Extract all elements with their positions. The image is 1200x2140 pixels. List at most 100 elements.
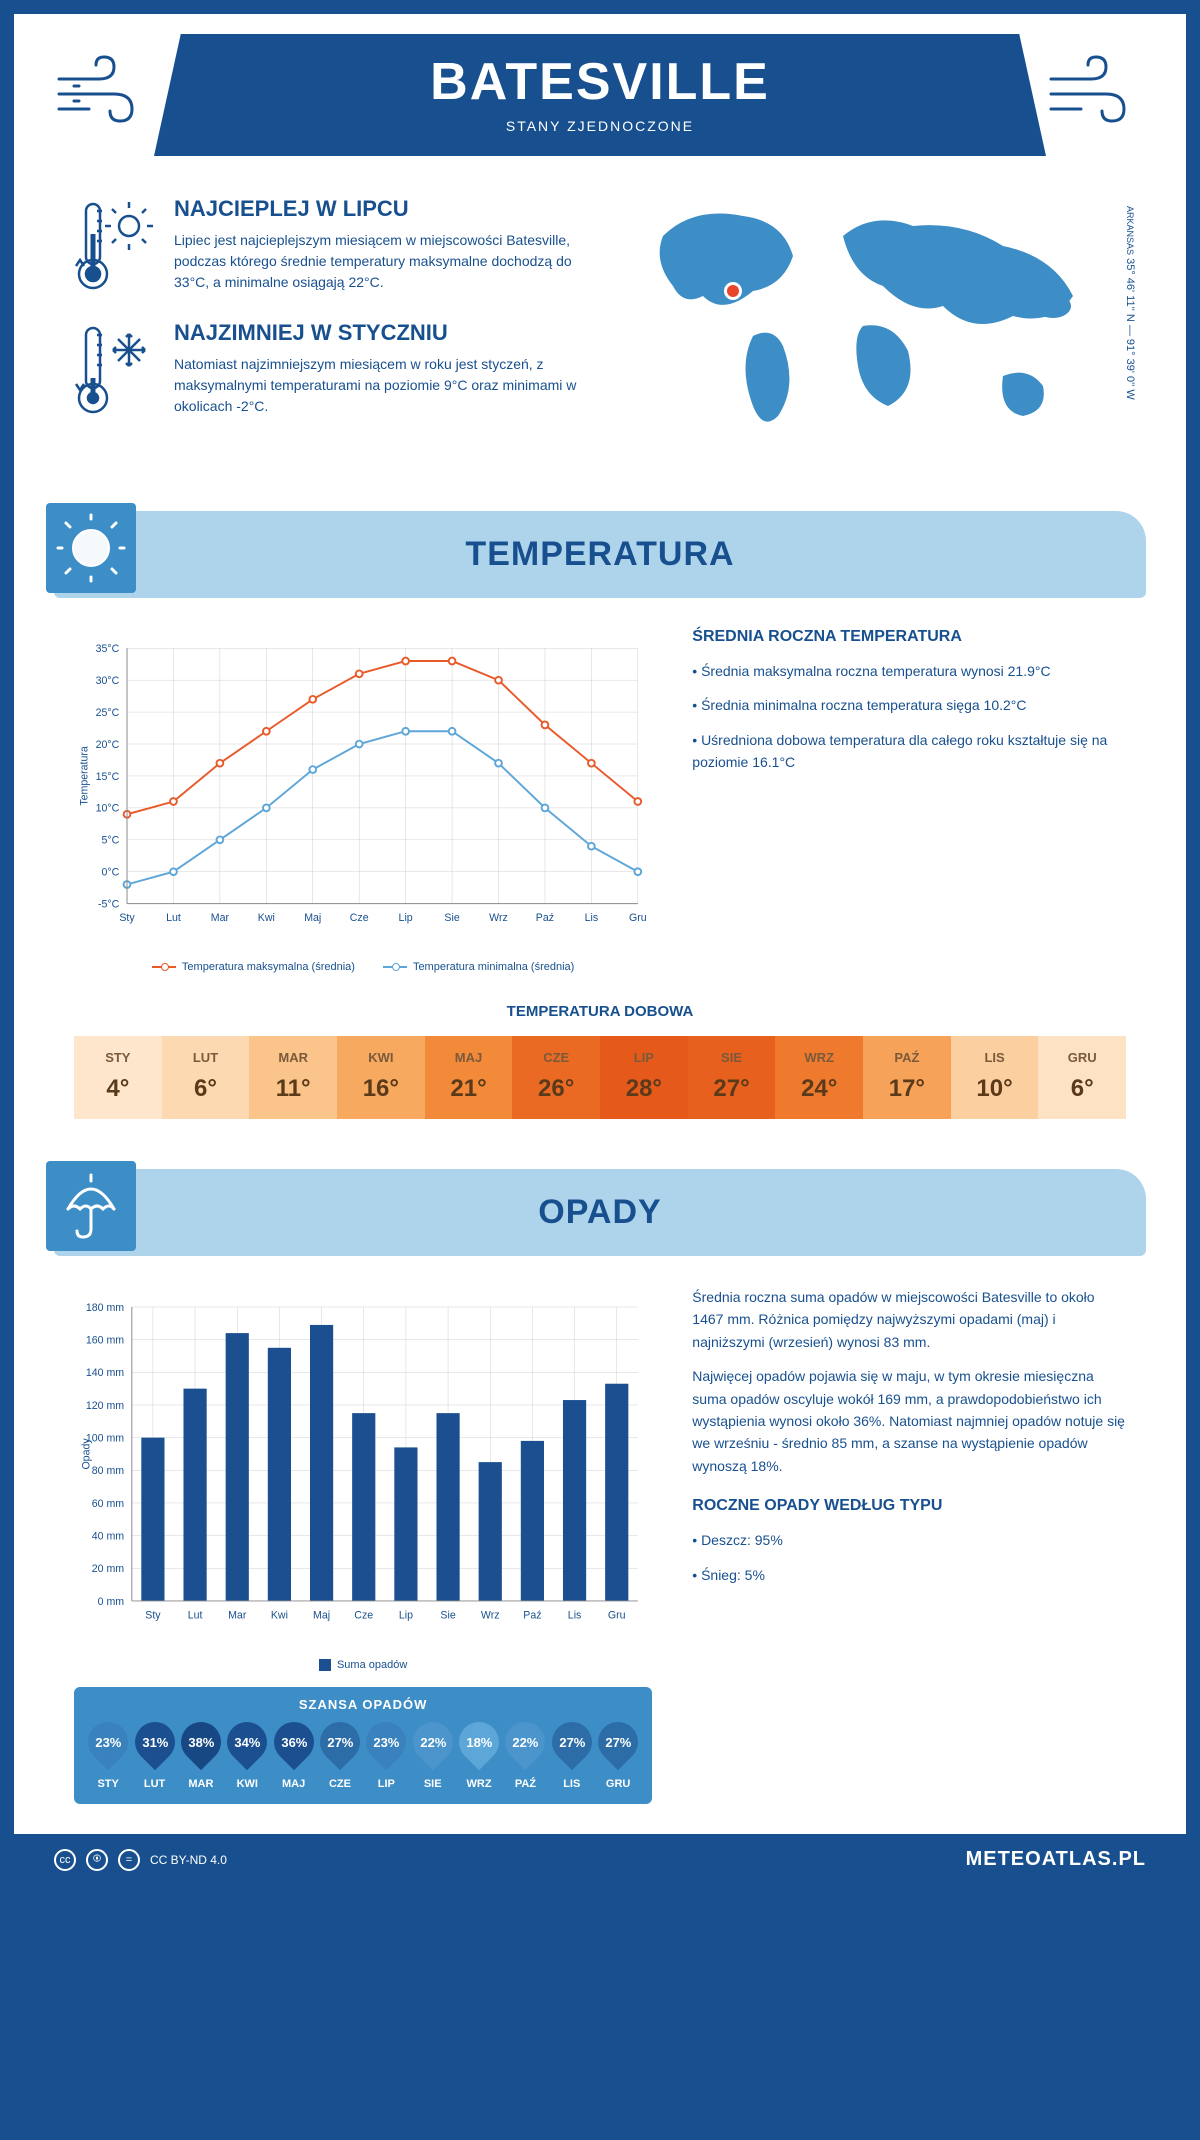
section-title-temperature: TEMPERATURA [54,535,1146,574]
coordinates: ARKANSAS 35° 46' 11'' N — 91° 39' 0'' W [1124,206,1136,400]
rain-type-title: ROCZNE OPADY WEDŁUG TYPU [692,1497,1126,1515]
sun-icon [46,503,136,593]
svg-text:Lut: Lut [166,912,181,924]
temp-bullet: • Średnia minimalna roczna temperatura s… [692,694,1126,716]
svg-text:Lis: Lis [568,1609,582,1621]
wind-icon [1046,54,1146,134]
temp-stats-title: ŚREDNIA ROCZNA TEMPERATURA [692,628,1126,646]
svg-text:Lip: Lip [399,912,413,924]
daily-temp-cell: MAR11° [249,1036,337,1119]
svg-text:Gru: Gru [608,1609,626,1621]
svg-text:40 mm: 40 mm [92,1530,125,1542]
temperature-banner: TEMPERATURA [54,511,1146,598]
precipitation-legend: Suma opadów [74,1659,652,1671]
rain-drop-item: 27%GRU [596,1722,640,1790]
svg-text:15°C: 15°C [96,771,120,783]
precipitation-bar-chart: 0 mm20 mm40 mm60 mm80 mm100 mm120 mm140 … [74,1286,652,1646]
svg-text:Wrz: Wrz [481,1609,500,1621]
daily-temp-cell: GRU6° [1038,1036,1126,1119]
thermometer-hot-icon [74,196,154,296]
temp-bullet: • Uśredniona dobowa temperatura dla całe… [692,729,1126,774]
rain-para-2: Najwięcej opadów pojawia się w maju, w t… [692,1365,1126,1477]
daily-temp-cell: PAŹ17° [863,1036,951,1119]
svg-text:Lis: Lis [585,912,599,924]
daily-temp-cell: KWI16° [337,1036,425,1119]
title-banner: BATESVILLE STANY ZJEDNOCZONE [154,34,1046,156]
svg-text:25°C: 25°C [96,707,120,719]
svg-text:120 mm: 120 mm [86,1400,124,1412]
header: BATESVILLE STANY ZJEDNOCZONE [14,14,1186,186]
svg-text:Gru: Gru [629,912,647,924]
world-map: ARKANSAS 35° 46' 11'' N — 91° 39' 0'' W [620,196,1126,461]
by-icon: 🅯 [86,1849,108,1871]
rain-drop-item: 22%PAŹ [503,1722,547,1790]
svg-text:10°C: 10°C [96,803,120,815]
city-name: BATESVILLE [194,52,1006,112]
daily-temp-cell: SIE27° [688,1036,776,1119]
rain-drop-item: 38%MAR [179,1722,223,1790]
rain-drop-item: 31%LUT [132,1722,176,1790]
svg-text:Lut: Lut [188,1609,203,1621]
site-name: METEOATLAS.PL [966,1848,1146,1871]
svg-text:Kwi: Kwi [258,912,275,924]
svg-text:Kwi: Kwi [271,1609,288,1621]
svg-text:Maj: Maj [304,912,321,924]
svg-text:140 mm: 140 mm [86,1367,124,1379]
footer: cc 🅯 = CC BY-ND 4.0 METEOATLAS.PL [14,1834,1186,1885]
svg-text:Temperatura: Temperatura [78,746,90,806]
rain-drop-item: 36%MAJ [271,1722,315,1790]
svg-text:Opady: Opady [80,1438,92,1470]
rain-chance-title: SZANSA OPADÓW [86,1697,640,1712]
rain-drop-item: 23%STY [86,1722,130,1790]
section-title-precipitation: OPADY [54,1193,1146,1232]
daily-temp-title: TEMPERATURA DOBOWA [74,1003,1126,1020]
daily-temp-cell: LIS10° [951,1036,1039,1119]
country-name: STANY ZJEDNOCZONE [194,118,1006,134]
svg-text:Sie: Sie [444,912,459,924]
rain-drop-item: 27%CZE [318,1722,362,1790]
svg-text:0 mm: 0 mm [98,1596,125,1608]
rain-drop-item: 22%SIE [411,1722,455,1790]
coldest-text: Natomiast najzimniejszym miesiącem w rok… [174,354,580,417]
rain-drop-item: 23%LIP [364,1722,408,1790]
svg-text:Mar: Mar [211,912,230,924]
svg-text:30°C: 30°C [96,675,120,687]
svg-text:160 mm: 160 mm [86,1334,124,1346]
svg-text:Lip: Lip [399,1609,413,1621]
precipitation-banner: OPADY [54,1169,1146,1256]
daily-temp-cell: WRZ24° [775,1036,863,1119]
svg-text:Cze: Cze [354,1609,373,1621]
daily-temp-cell: LUT6° [162,1036,250,1119]
svg-text:Mar: Mar [228,1609,247,1621]
rain-type-bullet: • Deszcz: 95% [692,1529,1126,1551]
temperature-legend: Temperatura maksymalna (średnia) Tempera… [74,961,652,973]
svg-text:-5°C: -5°C [98,899,120,911]
svg-text:180 mm: 180 mm [86,1302,124,1314]
nd-icon: = [118,1849,140,1871]
daily-temp-cell: STY4° [74,1036,162,1119]
umbrella-icon [46,1161,136,1251]
rain-drop-item: 34%KWI [225,1722,269,1790]
thermometer-cold-icon [74,320,154,420]
daily-temp-cell: CZE26° [512,1036,600,1119]
svg-text:5°C: 5°C [102,835,120,847]
svg-text:20 mm: 20 mm [92,1563,125,1575]
svg-text:Maj: Maj [313,1609,330,1621]
warmest-title: NAJCIEPLEJ W LIPCU [174,196,580,222]
coldest-block: NAJZIMNIEJ W STYCZNIU Natomiast najzimni… [74,320,580,420]
daily-temp-row: STY4°LUT6°MAR11°KWI16°MAJ21°CZE26°LIP28°… [74,1036,1126,1119]
rain-type-bullet: • Śnieg: 5% [692,1564,1126,1586]
daily-temp-cell: MAJ21° [425,1036,513,1119]
svg-text:Wrz: Wrz [489,912,508,924]
warmest-block: NAJCIEPLEJ W LIPCU Lipiec jest najcieple… [74,196,580,296]
rain-chance-panel: SZANSA OPADÓW 23%STY31%LUT38%MAR34%KWI36… [74,1687,652,1804]
svg-text:80 mm: 80 mm [92,1465,125,1477]
temperature-line-chart: -5°C0°C5°C10°C15°C20°C25°C30°C35°CStyLut… [74,628,652,948]
coldest-title: NAJZIMNIEJ W STYCZNIU [174,320,580,346]
cc-icon: cc [54,1849,76,1871]
svg-text:60 mm: 60 mm [92,1498,125,1510]
rain-para-1: Średnia roczna suma opadów w miejscowośc… [692,1286,1126,1353]
rain-drop-item: 18%WRZ [457,1722,501,1790]
rain-drop-item: 27%LIS [550,1722,594,1790]
svg-text:Sie: Sie [440,1609,455,1621]
